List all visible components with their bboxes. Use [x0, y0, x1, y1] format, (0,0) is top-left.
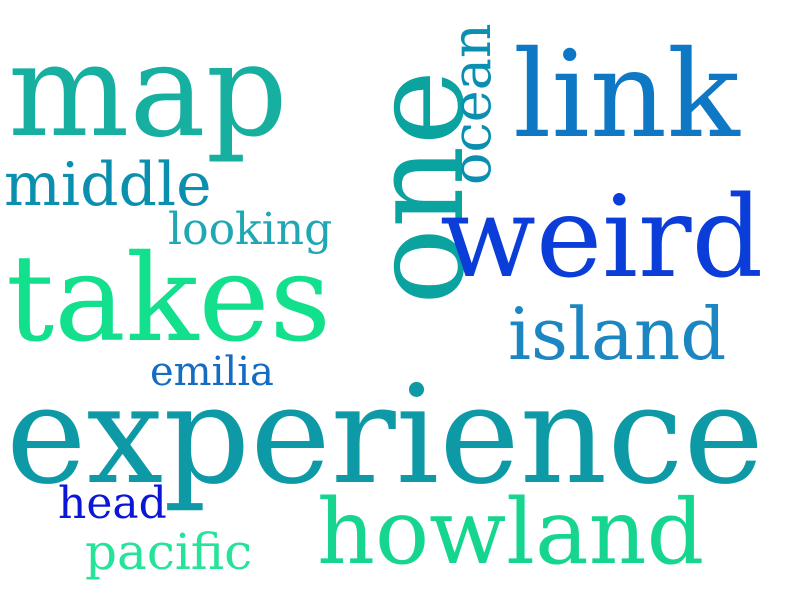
word-experience: experience: [6, 357, 764, 515]
word-map: map: [8, 17, 288, 166]
word-ocean: ocean: [440, 23, 503, 185]
word-link: link: [513, 26, 740, 165]
word-head: head: [58, 478, 167, 529]
word-looking: looking: [168, 204, 333, 255]
word-takes: takes: [6, 230, 332, 369]
word-island: island: [508, 292, 727, 376]
word-howland: howland: [317, 480, 705, 585]
word-middle: middle: [4, 150, 212, 220]
word-pacific: pacific: [85, 523, 253, 581]
word-weird: weird: [440, 173, 764, 303]
word-emilia: emilia: [150, 349, 274, 395]
